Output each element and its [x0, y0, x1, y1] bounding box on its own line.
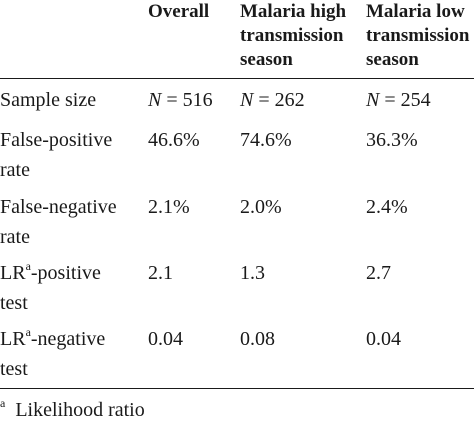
lr-suffix: -negative — [30, 328, 106, 350]
cell-lr-positive-overall: 2.1 — [148, 262, 173, 284]
cell-lr-negative-low: 0.04 — [366, 328, 401, 350]
header-overall: Overall — [148, 1, 210, 22]
header-high-line2: transmission — [240, 25, 344, 46]
equals-sign: = — [253, 89, 275, 111]
row-label-sample-size: Sample size — [0, 89, 97, 111]
row-label-false-positive: False-positive — [0, 129, 113, 151]
footnote: a Likelihood ratio — [0, 396, 145, 424]
cell-sample-size-low: N = 254 — [366, 85, 431, 115]
cell-false-negative-overall: 2.1% — [148, 196, 190, 218]
header-high-line1: Malaria high — [240, 1, 347, 22]
cell-false-positive-high: 74.6% — [240, 129, 292, 151]
cell-value: 262 — [274, 89, 305, 111]
cell-lr-negative-high: 0.08 — [240, 328, 275, 350]
footnote-text: Likelihood ratio — [15, 399, 145, 421]
header-low-line2: transmission — [366, 25, 470, 46]
cell-lr-positive-low: 2.7 — [366, 262, 391, 284]
row-label-false-negative-line2: rate — [0, 226, 30, 248]
equals-sign: = — [379, 89, 401, 111]
row-label-lr-negative-line2: test — [0, 358, 28, 380]
cell-false-positive-overall: 46.6% — [148, 129, 200, 151]
cell-lr-positive-high: 1.3 — [240, 262, 265, 284]
header-low-line1: Malaria low — [366, 1, 465, 22]
n-symbol: N — [240, 89, 254, 111]
row-label-lr-positive: LRa-positive — [0, 258, 101, 290]
header-divider — [0, 78, 474, 79]
cell-sample-size-overall: N = 516 — [148, 85, 213, 115]
footnote-marker: a — [0, 396, 6, 410]
cell-false-negative-low: 2.4% — [366, 196, 408, 218]
cell-false-positive-low: 36.3% — [366, 129, 418, 151]
cell-sample-size-high: N = 262 — [240, 85, 305, 115]
lr-prefix: LR — [0, 262, 26, 284]
equals-sign: = — [161, 89, 183, 111]
footnote-marker: a — [25, 325, 31, 339]
row-label-lr-positive-line2: test — [0, 292, 28, 314]
footnote-marker: a — [25, 259, 31, 273]
header-high-line3: season — [240, 49, 293, 70]
header-low-line3: season — [366, 49, 419, 70]
n-symbol: N — [366, 89, 380, 111]
row-label-false-negative: False-negative — [0, 196, 117, 218]
row-label-false-positive-line2: rate — [0, 159, 30, 181]
lr-prefix: LR — [0, 328, 26, 350]
lr-suffix: -positive — [30, 262, 101, 284]
cell-false-negative-high: 2.0% — [240, 196, 282, 218]
cell-lr-negative-overall: 0.04 — [148, 328, 183, 350]
n-symbol: N — [148, 89, 162, 111]
row-label-lr-negative: LRa-negative — [0, 324, 105, 356]
cell-value: 516 — [182, 89, 213, 111]
table-bottom-rule — [0, 388, 474, 389]
cell-value: 254 — [400, 89, 431, 111]
